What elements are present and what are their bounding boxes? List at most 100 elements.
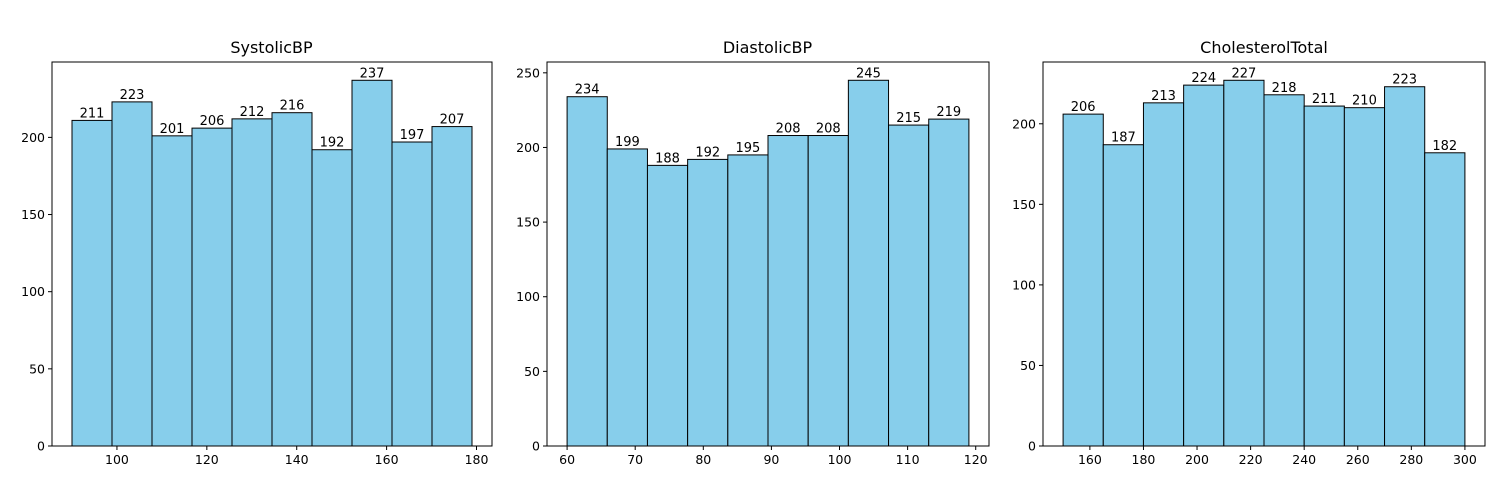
bar-value-label: 188	[655, 151, 680, 166]
bar-value-label: 199	[615, 135, 640, 150]
x-tick-label: 160	[375, 452, 399, 467]
x-tick-label: 200	[1185, 452, 1209, 467]
bar-value-label: 195	[735, 141, 760, 156]
histogram-bar	[888, 124, 930, 447]
bar-value-label: 213	[1151, 89, 1176, 104]
y-tick-label: 0	[1028, 439, 1036, 454]
histogram-bar	[1223, 79, 1265, 447]
histogram-bar	[928, 118, 970, 447]
y-tick-label: 100	[1012, 277, 1036, 292]
x-tick-label: 120	[964, 452, 988, 467]
histogram-bar	[1062, 113, 1104, 447]
bar-value-label: 212	[240, 105, 265, 120]
axes-frame	[1042, 61, 1486, 447]
histogram-bar	[1142, 102, 1185, 447]
bar-value-label: 192	[695, 145, 720, 160]
histogram-bar	[1263, 94, 1305, 447]
y-tick-label: 0	[37, 439, 45, 454]
bar-value-label: 216	[280, 99, 305, 114]
y-tick-label: 100	[516, 289, 540, 304]
bar-value-label: 187	[1111, 131, 1136, 146]
histogram-bar	[271, 112, 313, 447]
histogram-bar	[1102, 144, 1144, 447]
x-tick-label: 180	[1132, 452, 1156, 467]
bar-value-label: 219	[936, 105, 961, 120]
histogram-bar	[687, 158, 729, 447]
histogram-bar	[1303, 105, 1345, 447]
y-tick-label: 200	[1012, 116, 1036, 131]
y-tick-label: 0	[532, 439, 540, 454]
y-tick-label: 50	[524, 364, 540, 379]
y-tick-label: 50	[1020, 358, 1036, 373]
chart-title: SystolicBP	[230, 38, 313, 57]
panel-cholesteroltotal: CholesterolTotal 206 187 213 224 227 218 211 21…	[1012, 38, 1486, 467]
histogram-bar	[1424, 152, 1466, 447]
x-tick-label: 60	[559, 452, 575, 467]
x-tick-label: 110	[896, 452, 920, 467]
histogram-bar	[151, 135, 193, 447]
x-tick-label: 100	[828, 452, 852, 467]
bar-value-label: 234	[575, 83, 600, 98]
y-tick-label: 200	[516, 140, 540, 155]
x-tick-label: 180	[465, 452, 489, 467]
bar-value-label: 211	[1312, 92, 1337, 107]
y-tick-label: 150	[516, 215, 540, 230]
histogram-bar	[191, 127, 233, 447]
bar-value-label: 208	[776, 122, 801, 137]
bar-value-label: 210	[1352, 94, 1377, 109]
y-tick-label: 200	[21, 130, 45, 145]
bar-value-label: 206	[200, 114, 225, 129]
histogram-bar	[807, 135, 849, 447]
y-tick-label: 150	[21, 207, 45, 222]
histogram-bar	[231, 118, 273, 447]
histogram-bar	[111, 101, 153, 447]
axes-frame	[546, 61, 990, 447]
bar-value-label: 227	[1231, 66, 1256, 81]
bar-value-label: 223	[1392, 73, 1417, 88]
x-tick-label: 220	[1239, 452, 1263, 467]
chart-title: CholesterolTotal	[1200, 38, 1328, 57]
bar-value-label: 224	[1191, 71, 1216, 86]
x-tick-label: 100	[105, 452, 129, 467]
bar-value-label: 211	[80, 106, 105, 121]
histogram-bar	[1384, 86, 1426, 447]
histogram-bar	[1183, 84, 1225, 447]
x-tick-label: 160	[1078, 452, 1102, 467]
bar-value-label: 218	[1272, 81, 1297, 96]
bar-value-label: 208	[816, 122, 841, 137]
bar-value-label: 182	[1432, 139, 1457, 154]
histogram-bar	[566, 96, 608, 447]
y-tick-label: 150	[1012, 197, 1036, 212]
bar-value-label: 237	[360, 66, 385, 81]
y-tick-label: 100	[21, 284, 45, 299]
chart-title: DiastolicBP	[723, 38, 813, 57]
bar-value-label: 206	[1071, 100, 1096, 115]
histogram-bar	[311, 149, 353, 447]
bar-value-label: 215	[896, 111, 921, 126]
x-tick-label: 260	[1346, 452, 1370, 467]
bar-value-label: 245	[856, 66, 881, 81]
x-tick-label: 70	[627, 452, 643, 467]
bar-value-label: 207	[440, 113, 465, 128]
histogram-bar	[646, 164, 689, 447]
x-tick-label: 80	[695, 452, 711, 467]
y-tick-label: 50	[29, 361, 45, 376]
axes-frame	[51, 61, 493, 447]
histogram-bar	[727, 154, 769, 447]
histogram-bar	[1343, 107, 1386, 447]
bar-value-label: 201	[160, 122, 185, 137]
panel-systolicbp: SystolicBP 211 223 201 206 212 216 192 237 197 20…	[21, 38, 493, 467]
histogram-bar	[847, 79, 890, 447]
bar-value-label: 223	[120, 88, 145, 103]
histogram-bar	[431, 126, 473, 447]
y-tick-label: 250	[516, 65, 540, 80]
histogram-bar	[391, 141, 433, 447]
x-tick-label: 280	[1399, 452, 1423, 467]
panel-diastolicbp: DiastolicBP 234 199 188 192 195 208 208 245 215 2…	[516, 38, 990, 467]
x-tick-label: 120	[195, 452, 219, 467]
histogram-bar	[351, 79, 393, 447]
x-tick-label: 240	[1292, 452, 1316, 467]
bar-value-label: 197	[400, 128, 425, 143]
x-tick-label: 140	[285, 452, 309, 467]
